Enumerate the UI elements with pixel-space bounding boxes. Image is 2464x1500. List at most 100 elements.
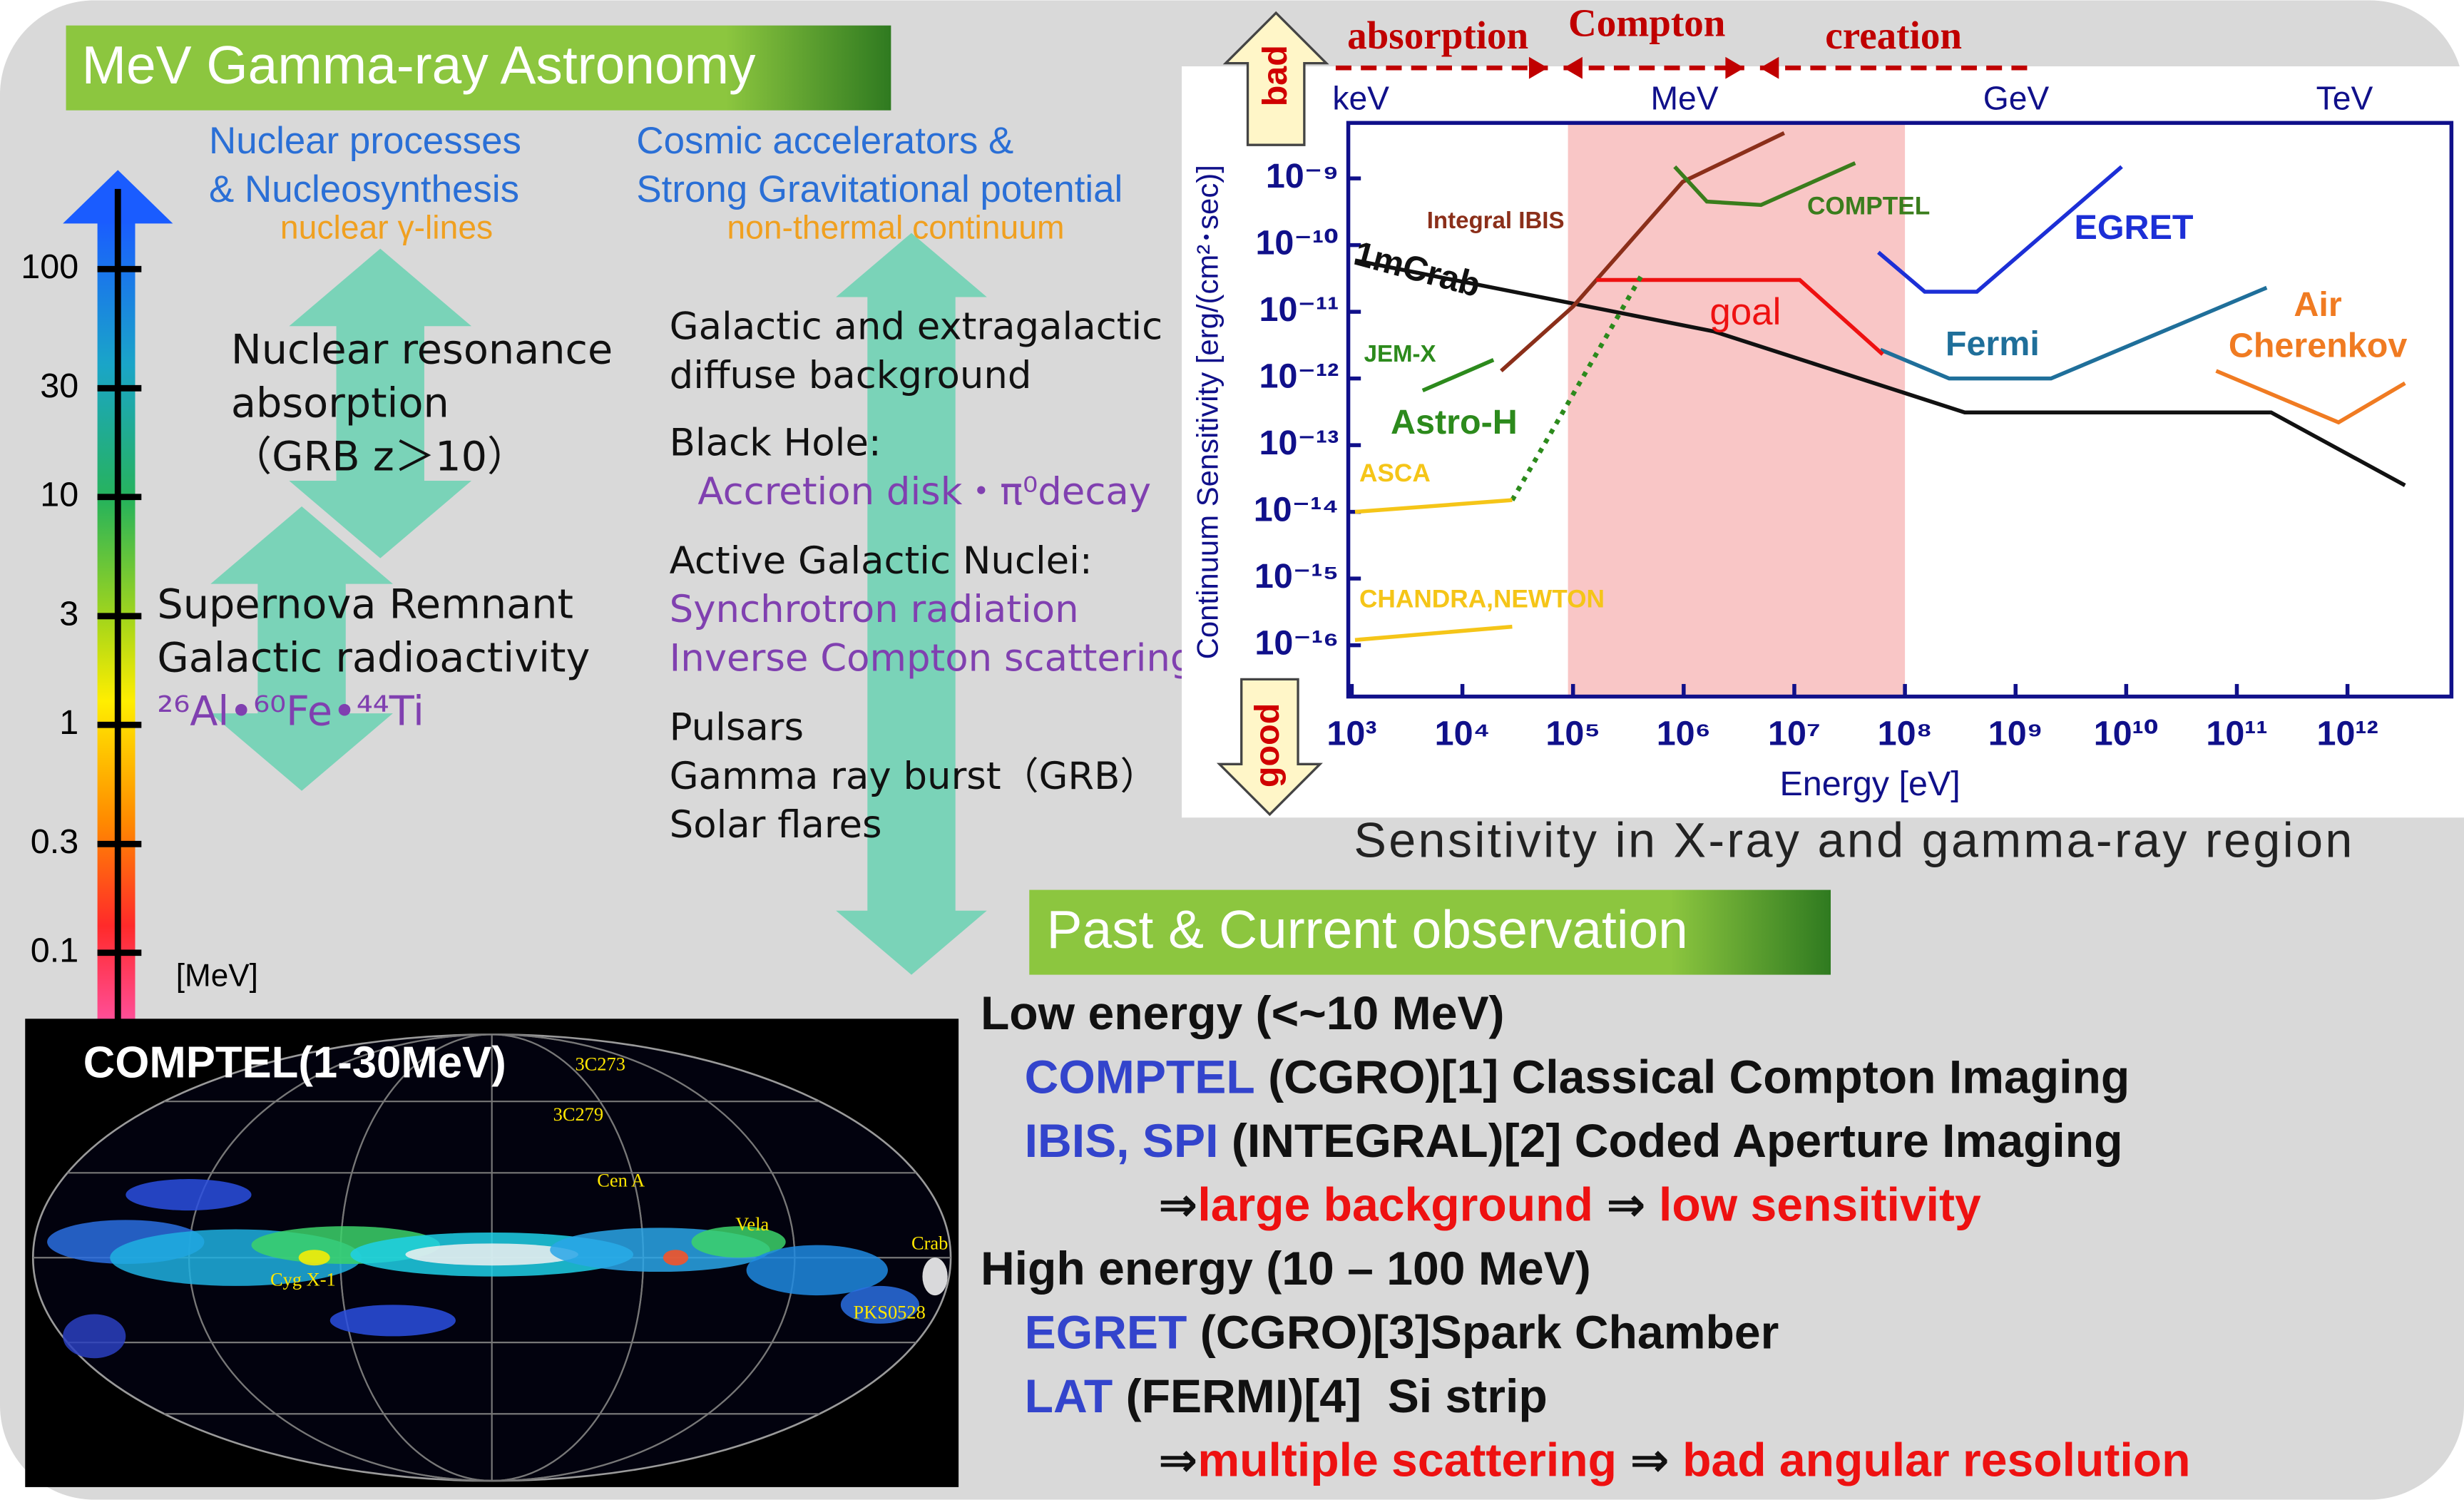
energy-tick-label: 1: [59, 703, 78, 742]
topic-heading: Nuclear processes: [209, 120, 521, 162]
x-tick-label: 10⁹: [1988, 714, 2043, 752]
series-name: Integral IBIS: [1427, 208, 1565, 234]
bad-label: bad: [1256, 45, 1294, 106]
x-axis-label: Energy [eV]: [1779, 765, 1960, 803]
topic-heading: Strong Gravitational potential: [636, 168, 1123, 210]
source-label: Crab: [911, 1233, 948, 1254]
x-tick-label: 10⁴: [1435, 714, 1491, 752]
slide: MeV Gamma-ray Astronomy1003010310.30.1[M…: [0, 0, 2464, 1500]
energy-tick-label: 10: [40, 476, 78, 514]
item-text: Gamma ray burst（GRB）: [670, 755, 1158, 798]
topic-heading: Cosmic accelerators &: [636, 120, 1013, 162]
series-name: ASCA: [1359, 459, 1431, 487]
item-detail: Synchrotron radiation: [670, 588, 1079, 631]
observation-segment: IBIS, SPI: [1025, 1115, 1219, 1168]
sky-emission: [63, 1315, 126, 1359]
x-tick-label: 10⁷: [1768, 714, 1821, 752]
observation-title: Past & Current observation: [1046, 899, 1687, 959]
x-tick-label: 10⁸: [1878, 714, 1933, 752]
observation-segment: High energy (10 – 100 MeV): [981, 1243, 1591, 1295]
observation-segment: (CGRO)[3]Spark Chamber: [1187, 1307, 1779, 1359]
topic-subtitle: nuclear γ-lines: [280, 208, 493, 245]
band-label: TeV: [2316, 80, 2373, 117]
item-text: Active Galactic Nuclei:: [670, 539, 1093, 583]
source-label: 3C273: [575, 1053, 625, 1074]
observation-segment: (CGRO)[1] Classical Compton Imaging: [1255, 1051, 2130, 1104]
observation-segment: ⇒: [1158, 1434, 1197, 1487]
item-text: （GRB z＞10）: [231, 432, 528, 480]
observation-line: IBIS, SPI (INTEGRAL)[2] Coded Aperture I…: [1025, 1115, 2123, 1168]
sky-emission: [299, 1250, 330, 1265]
process-label: creation: [1825, 14, 1962, 57]
observation-segment: bad angular resolution: [1682, 1434, 2190, 1487]
source-label: Cyg X-1: [270, 1268, 336, 1290]
series-name: goal: [1709, 291, 1781, 333]
sky-emission: [922, 1257, 947, 1295]
observation-segment: ⇒: [1617, 1434, 1682, 1487]
energy-tick-label: 0.1: [31, 932, 78, 970]
page: MeV Gamma-ray Astronomy1003010310.30.1[M…: [0, 0, 2464, 1500]
process-label: Compton: [1568, 1, 1725, 45]
good-label: good: [1248, 703, 1287, 787]
source-label: PKS0528: [853, 1302, 925, 1323]
observation-segment: large background: [1197, 1179, 1593, 1232]
y-tick-label: 10⁻⁹: [1266, 157, 1339, 195]
series-name: JEM-X: [1364, 341, 1436, 367]
x-tick-label: 10⁶: [1657, 714, 1711, 752]
energy-tick-label: 100: [21, 248, 78, 286]
source-label: Vela: [735, 1213, 769, 1235]
sky-emission: [330, 1305, 456, 1336]
item-detail: Accretion disk・π⁰decay: [697, 470, 1151, 514]
band-label: GeV: [1983, 80, 2050, 117]
observation-segment: EGRET: [1025, 1307, 1187, 1359]
series-name: Astro-H: [1391, 403, 1518, 442]
process-label: absorption: [1347, 14, 1528, 57]
item-text: Supernova Remnant: [157, 581, 573, 628]
slide-title: MeV Gamma-ray Astronomy: [82, 35, 756, 95]
x-tick-label: 10⁵: [1545, 714, 1600, 752]
observation-line: EGRET (CGRO)[3]Spark Chamber: [1025, 1307, 1779, 1359]
y-tick-label: 10⁻¹⁰: [1255, 223, 1339, 262]
series-name: EGRET: [2075, 208, 2194, 247]
observation-segment: low sensitivity: [1659, 1179, 1981, 1232]
topic-heading: & Nucleosynthesis: [209, 168, 519, 210]
energy-tick-label: 0.3: [31, 822, 78, 861]
observation-segment: LAT: [1025, 1370, 1113, 1423]
chart-caption: Sensitivity in X-ray and gamma-ray regio…: [1354, 814, 2354, 868]
item-text: Galactic radioactivity: [157, 634, 590, 682]
item-text: Galactic and extragalactic: [670, 305, 1163, 349]
band-label: keV: [1332, 80, 1389, 117]
item-text: Solar flares: [670, 803, 882, 847]
observation-line: ⇒multiple scattering ⇒ bad angular resol…: [1158, 1434, 2191, 1487]
observation-line: ⇒large background ⇒ low sensitivity: [1158, 1179, 1981, 1232]
series-name: CHANDRA,NEWTON: [1359, 585, 1605, 613]
series-name: COMPTEL: [1807, 193, 1930, 220]
observation-segment: (FERMI)[4] Si strip: [1113, 1370, 1548, 1423]
item-detail: Inverse Compton scattering: [670, 637, 1195, 680]
item-text: Pulsars: [670, 705, 804, 749]
source-label: Cen A: [597, 1170, 645, 1191]
item-text: Nuclear resonance: [231, 326, 613, 374]
item-text: diffuse background: [670, 354, 1032, 397]
observation-line: COMPTEL (CGRO)[1] Classical Compton Imag…: [1025, 1051, 2130, 1104]
y-axis-label: Continuum Sensitivity [erg/(cm²･sec)]: [1191, 165, 1225, 659]
observation-segment: ⇒: [1158, 1179, 1197, 1232]
y-tick-label: 10⁻¹²: [1259, 357, 1339, 395]
energy-tick-label: 30: [40, 367, 78, 405]
source-label: 3C279: [553, 1103, 604, 1125]
sky-map-title: COMPTEL(1-30MeV): [83, 1039, 506, 1088]
series-name-line: Air: [2294, 285, 2341, 324]
observation-line: Low energy (<~10 MeV): [981, 988, 1505, 1041]
series-name: Fermi: [1946, 325, 2040, 363]
energy-tick-label: 3: [59, 595, 78, 633]
x-tick-label: 10¹²: [2317, 714, 2378, 752]
observation-segment: ⇒: [1593, 1179, 1659, 1232]
band-label: MeV: [1651, 80, 1719, 117]
x-tick-label: 10¹¹: [2206, 714, 2267, 752]
observation-segment: multiple scattering: [1197, 1434, 1617, 1487]
observation-segment: COMPTEL: [1025, 1051, 1255, 1104]
x-tick-label: 10³: [1326, 714, 1376, 752]
observation-segment: (INTEGRAL)[2] Coded Aperture Imaging: [1218, 1115, 2122, 1168]
y-tick-label: 10⁻¹⁵: [1254, 557, 1339, 596]
topic-subtitle: non-thermal continuum: [727, 208, 1064, 245]
